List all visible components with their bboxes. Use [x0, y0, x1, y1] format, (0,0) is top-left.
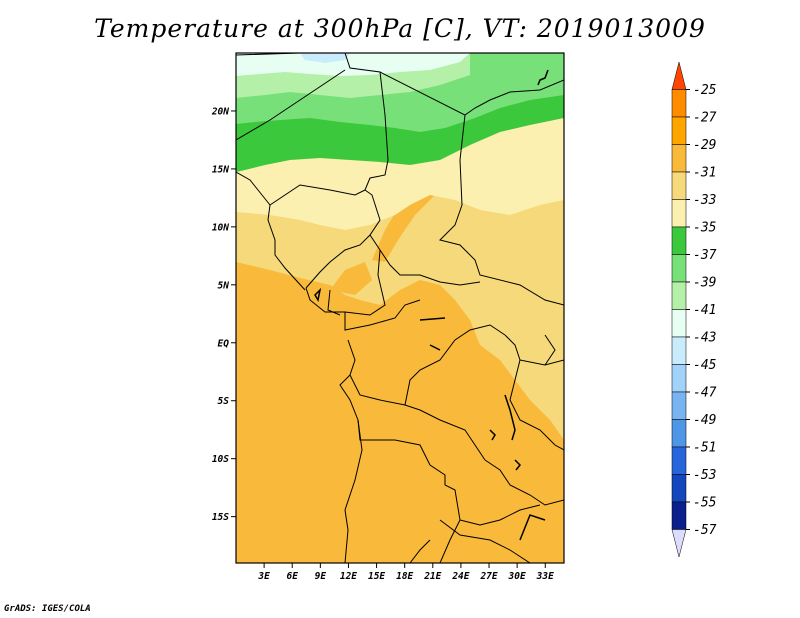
lon-tick-label: 27E	[479, 571, 497, 582]
map-title: Temperature at 300hPa [C], VT: 201901300…	[94, 14, 706, 43]
colorbar-swatch	[671, 89, 687, 118]
lon-tick-label: 9E	[315, 571, 327, 582]
latitude-axis: 20N 15N 10N 5N EQ 5S 10S 15S	[211, 106, 236, 523]
colorbar-swatch	[671, 171, 687, 200]
colorbar-swatch	[671, 474, 687, 503]
lat-tick-label: 5N	[218, 280, 230, 291]
colorbar-swatch	[671, 116, 687, 145]
colorbar-swatch	[671, 144, 687, 173]
field-orange-tongue-2	[330, 262, 372, 295]
lon-tick-label: 15E	[368, 571, 385, 582]
colorbar-label: -37	[693, 248, 717, 263]
lat-tick-label: EQ	[218, 338, 230, 349]
colorbar-label: -25	[693, 83, 717, 98]
colorbar-label: -57	[693, 523, 717, 538]
lon-tick-label: 21E	[423, 571, 441, 582]
lat-tick-label: 10S	[212, 454, 229, 465]
lon-tick-label: 18E	[396, 571, 413, 582]
colorbar-swatch	[671, 61, 687, 90]
lon-tick-label: 3E	[257, 571, 270, 582]
colorbar-label: -29	[693, 138, 716, 153]
colorbar-swatch	[671, 199, 687, 228]
colorbar-label: -27	[693, 111, 717, 126]
colorbar-swatch	[671, 446, 687, 475]
colorbar-label: -55	[693, 496, 717, 511]
colorbar-label: -49	[693, 413, 716, 428]
map-frame	[235, 52, 565, 564]
lon-tick-label: 33E	[536, 571, 554, 582]
lakes	[314, 69, 549, 541]
colorbar-swatch	[671, 226, 687, 255]
lat-tick-label: 15S	[212, 512, 229, 523]
colorbar: -25 -27 -29 -31 -33 -35 -37 -39 -41 -43 -45 -47 -49 -…	[671, 61, 717, 558]
colorbar-label: -51	[693, 441, 716, 456]
lon-tick-label: 6E	[287, 571, 299, 582]
longitude-axis: 3E 6E 9E 12E 15E 18E 21E 24E 27E 30E 33E	[257, 563, 554, 582]
colorbar-swatch	[671, 419, 687, 448]
colorbar-label: -47	[693, 386, 717, 401]
temperature-field	[236, 53, 564, 563]
colorbar-label: -35	[693, 221, 717, 236]
colorbar-label: -45	[693, 358, 717, 373]
field-pale-cyan	[236, 53, 470, 76]
lat-tick-label: 20N	[211, 106, 229, 117]
field-light-blue	[300, 53, 350, 63]
colorbar-label: -39	[693, 276, 716, 291]
footer-credit: GrADS: IGES/COLA	[4, 604, 91, 614]
colorbar-label: -43	[693, 331, 716, 346]
colorbar-swatch	[671, 364, 687, 393]
colorbar-label: -33	[693, 193, 716, 208]
lat-tick-label: 10N	[212, 222, 229, 233]
colorbar-swatch	[671, 336, 687, 365]
lon-tick-label: 24E	[451, 571, 469, 582]
lon-tick-label: 30E	[508, 571, 526, 582]
colorbar-swatch	[671, 501, 687, 530]
colorbar-swatch	[671, 309, 687, 338]
colorbar-label: -31	[693, 166, 716, 181]
lon-tick-label: 12E	[340, 571, 357, 582]
colorbar-swatch	[671, 391, 687, 420]
lat-tick-label: 5S	[218, 396, 230, 407]
colorbar-label: -41	[693, 303, 716, 318]
colorbar-swatch	[671, 281, 687, 310]
colorbar-swatch	[671, 254, 687, 283]
lat-tick-label: 15N	[212, 164, 229, 175]
colorbar-label: -53	[693, 468, 716, 483]
country-borders	[236, 53, 564, 563]
colorbar-swatch	[671, 529, 687, 558]
